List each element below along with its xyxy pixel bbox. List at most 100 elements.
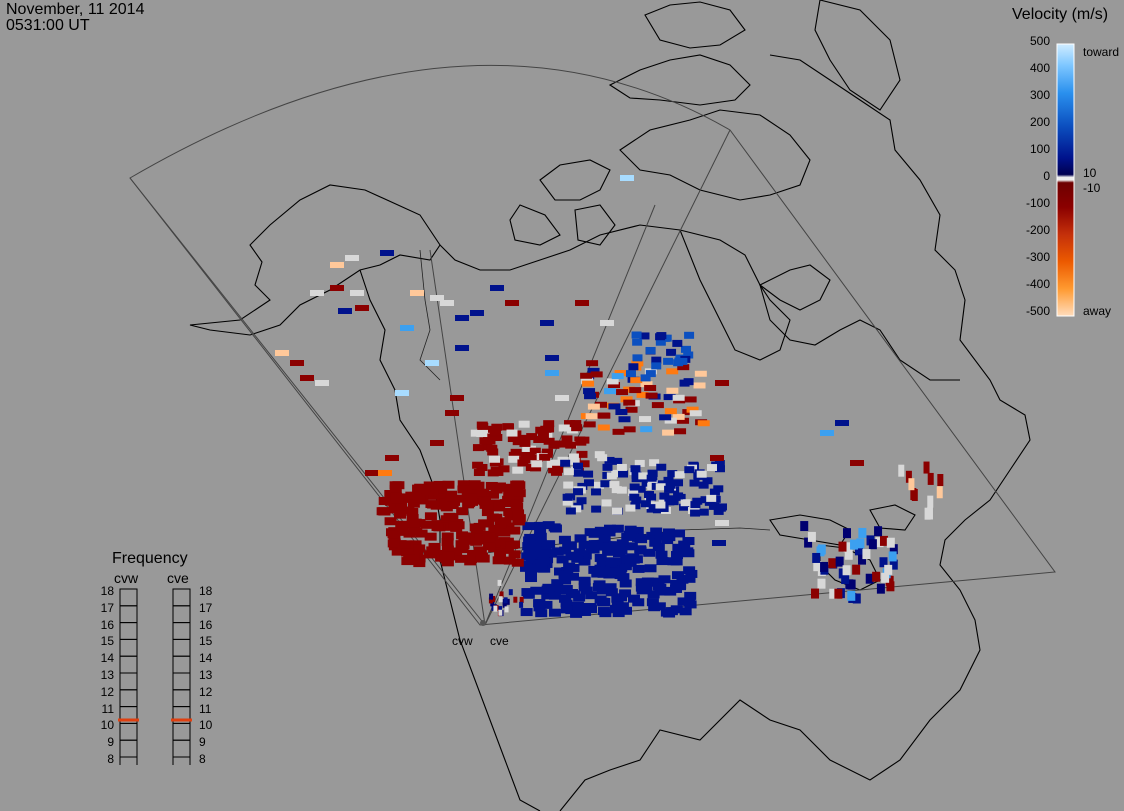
velocity-cell (620, 396, 633, 403)
velocity-cell (542, 521, 555, 530)
velocity-cell (629, 483, 640, 491)
velocity-cell (655, 333, 666, 341)
velocity-cell (440, 300, 454, 306)
velocity-cell (395, 499, 408, 508)
velocity-cell (612, 609, 625, 618)
velocity-cell (670, 579, 683, 588)
velocity-cell (813, 561, 822, 572)
frequency-cell (172, 739, 191, 758)
velocity-cell (576, 450, 588, 458)
velocity-cell (504, 512, 517, 521)
velocity-cell (439, 498, 452, 507)
velocity-cell (290, 360, 304, 366)
velocity-cell (542, 549, 555, 558)
velocity-cell (614, 593, 627, 602)
velocity-cell (469, 523, 482, 532)
velocity-cell (345, 255, 359, 261)
velocity-cell (609, 604, 622, 613)
velocity-cell (498, 596, 503, 603)
velocity-cell (571, 505, 582, 513)
velocity-cell (850, 460, 864, 466)
velocity-cell (502, 423, 514, 431)
velocity-cell (530, 586, 543, 595)
velocity-cell (573, 548, 586, 557)
velocity-cell (616, 602, 629, 611)
velocity-cell (406, 514, 419, 523)
velocity-cell (433, 480, 446, 489)
velocity-cell (842, 565, 851, 576)
velocity-cell (445, 410, 459, 416)
frequency-tick-left-8: 10 (100, 718, 114, 733)
velocity-cell (513, 596, 518, 603)
velocity-cell (556, 555, 569, 564)
velocity-cell (558, 535, 571, 544)
frequency-cell (172, 588, 191, 607)
velocity-cell (539, 453, 551, 461)
velocity-cell (594, 401, 607, 408)
velocity-cell (604, 583, 617, 592)
velocity-cell (599, 609, 612, 618)
velocity-cell (631, 496, 642, 504)
velocity-cell (385, 455, 399, 461)
velocity-cell (636, 391, 649, 398)
velocity-cell (698, 481, 709, 489)
velocity-cell (506, 429, 518, 437)
velocity-cell (617, 573, 630, 582)
velocity-cell (543, 420, 555, 428)
velocity-cell (924, 507, 931, 520)
velocity-cell (497, 579, 502, 586)
velocity-cell (663, 394, 676, 401)
velocity-cell (608, 403, 621, 410)
velocity-cell (491, 434, 503, 442)
velocity-cell (937, 474, 944, 487)
velocity-cell (800, 521, 809, 532)
velocity-cell (623, 386, 636, 393)
velocity-cell (652, 542, 665, 551)
frequency-tick-right-6: 12 (199, 684, 213, 699)
velocity-cell (552, 465, 564, 473)
velocity-cell (407, 520, 420, 529)
velocity-cell (522, 522, 535, 531)
velocity-cell (619, 579, 632, 588)
velocity-cell (454, 494, 467, 503)
velocity-cell (590, 371, 603, 378)
velocity-cell (403, 554, 416, 563)
velocity-cell (560, 585, 573, 594)
velocity-cell (413, 559, 426, 568)
velocity-cell (413, 544, 426, 553)
velocity-cell (315, 380, 329, 386)
velocity-cell (445, 490, 458, 499)
velocity-cell (403, 529, 416, 538)
velocity-cell (486, 501, 499, 510)
velocity-cell (543, 425, 555, 433)
velocity-cell (391, 495, 404, 504)
velocity-cell (473, 546, 486, 555)
velocity-cell (656, 557, 669, 566)
velocity-cell (606, 472, 617, 480)
radar-label-cvw: cvw (452, 634, 473, 648)
velocity-cell (465, 555, 478, 564)
velocity-cell (686, 406, 699, 413)
velocity-cell (509, 488, 522, 497)
velocity-cell (389, 485, 402, 494)
velocity-cell (618, 416, 631, 423)
velocity-cell (575, 300, 589, 306)
velocity-cell (659, 414, 672, 421)
velocity-cells (275, 175, 944, 618)
velocity-cell (838, 541, 847, 552)
velocity-cell (523, 547, 536, 556)
velocity-cell (518, 420, 530, 428)
velocity-cell (541, 448, 553, 456)
velocity-cell (680, 345, 691, 353)
velocity-cell (546, 460, 558, 468)
velocity-cell (355, 305, 369, 311)
velocity-cell (595, 569, 608, 578)
velocity-cell (664, 408, 677, 415)
velocity-cell (560, 599, 573, 608)
velocity-cell (519, 596, 524, 603)
velocity-cell (472, 481, 485, 490)
velocity-cell (400, 325, 414, 331)
velocity-cell (584, 603, 597, 612)
velocity-cell (430, 440, 444, 446)
frequency-tick-right-10: 8 (199, 752, 206, 766)
